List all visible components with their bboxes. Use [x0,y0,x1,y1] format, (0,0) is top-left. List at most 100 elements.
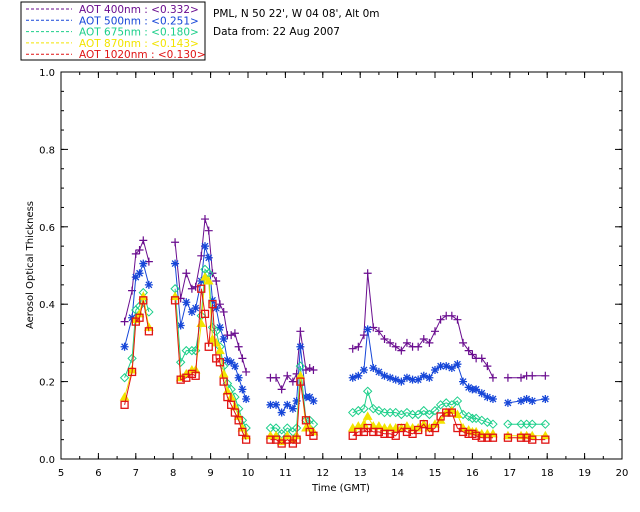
data-point [488,373,497,382]
data-point [541,371,550,380]
legend-label-text: AOT 500nm : [79,15,151,27]
data-point [171,238,180,247]
data-point [369,427,378,437]
data-point [120,317,129,326]
data-point [215,300,224,309]
data-point [503,373,512,382]
data-point [414,342,423,351]
data-point [176,321,185,330]
data-point [442,362,451,371]
data-point [363,325,372,334]
x-tick-label: 19 [578,468,591,479]
x-tick-label: 8 [170,468,176,479]
data-point [266,435,275,444]
series-line [124,300,150,405]
data-point [436,315,445,324]
data-point [397,346,406,355]
data-point [348,373,357,382]
data-point [477,389,486,398]
data-point [230,408,240,417]
legend-label: AOT 500nm : <0.251> [79,15,199,27]
legend-label-text: AOT 675nm : [79,27,151,39]
data-point [288,404,297,413]
legend-mean-value: <0.143> [151,38,199,50]
x-tick-label: 18 [541,468,554,479]
data-point [208,300,217,309]
data-point [447,311,456,320]
data-point [402,373,411,382]
data-point [386,373,395,382]
data-point [309,396,318,405]
data-point [215,323,224,332]
data-point [197,276,206,285]
data-point [191,304,200,313]
data-point [425,373,434,382]
data-point [391,407,401,418]
data-point [212,276,221,285]
data-point [242,395,251,404]
data-point [135,269,144,278]
data-point [200,309,210,319]
data-point [197,284,206,293]
data-point [127,367,137,377]
data-point [187,307,196,316]
data-point [430,405,440,416]
data-point [204,342,213,351]
data-point [283,400,292,409]
data-point [200,242,209,251]
data-point [431,365,439,374]
data-point [170,291,180,300]
data-point [419,335,428,344]
data-point [215,358,225,367]
data-point [230,362,239,371]
data-point [144,280,153,289]
data-point [414,375,423,384]
data-point [203,275,214,285]
series-line [507,437,546,441]
legend-box [20,1,206,61]
data-point [374,367,383,376]
data-point [223,356,232,365]
data-point [477,415,487,426]
data-point [540,430,551,440]
data-point [219,335,228,344]
x-tick-label: 14 [391,468,404,479]
data-point [305,364,314,373]
data-point [277,408,286,417]
data-point [204,253,213,262]
series-aot-400nm [120,215,550,394]
data-point [424,409,435,420]
data-point [234,373,243,382]
data-point [528,396,537,405]
data-point [488,419,498,429]
data-point [483,433,492,442]
series-aot-675nm [119,264,551,439]
legend: AOT 400nm : <0.332>AOT 500nm : <0.251>AO… [26,4,206,61]
data-point [144,327,154,336]
data-point [503,430,513,440]
data-point [459,377,468,386]
data-point [452,396,463,406]
series-aot-1020nm [120,284,550,448]
data-point [200,215,209,224]
data-point [127,353,137,364]
data-point [471,431,481,440]
data-point [458,427,468,437]
data-point [503,433,513,442]
data-point [477,433,486,442]
data-point [477,354,486,363]
data-point [441,398,451,408]
axis-ticks [60,71,623,460]
data-point [182,269,191,278]
data-point [419,405,429,416]
date-info: Data from: 22 Aug 2007 [213,26,340,38]
data-point [464,383,473,392]
data-point [288,377,297,386]
data-point [282,430,293,440]
y-tick-label: 0.0 [39,455,55,466]
data-point [238,354,247,363]
data-point [292,435,301,444]
data-point [391,375,400,384]
